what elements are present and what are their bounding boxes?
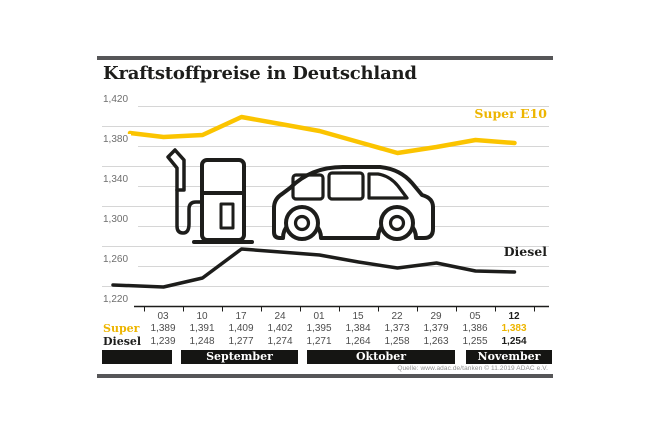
dieselrow-cell: 1,258 bbox=[384, 336, 410, 347]
y-axis-label: 1,340 bbox=[103, 174, 132, 186]
month-bar-spacer bbox=[102, 350, 172, 364]
source-credit: Quelle: www.adac.de/tanken © 11.2019 ADA… bbox=[397, 365, 548, 372]
daterow-cell: 15 bbox=[352, 311, 364, 322]
y-axis-label: 1,300 bbox=[103, 214, 132, 226]
superrow-cell: 1,384 bbox=[345, 323, 371, 334]
daterow-cell: 01 bbox=[313, 311, 325, 322]
car-icon bbox=[272, 165, 435, 241]
diesel-line bbox=[111, 247, 517, 289]
daterow-cell: 24 bbox=[274, 311, 286, 322]
diesel-line-label: Diesel bbox=[503, 244, 547, 259]
super-line bbox=[127, 114, 517, 156]
superrow-cell: 1,409 bbox=[228, 323, 254, 334]
dieselrow-cell: 1,254 bbox=[501, 336, 527, 347]
daterow-cell: 05 bbox=[469, 311, 481, 322]
dieselrow-cell: 1,274 bbox=[267, 336, 293, 347]
superrow-cell: 1,395 bbox=[306, 323, 332, 334]
dieselrow-cell: 1,248 bbox=[189, 336, 215, 347]
bottom-frame-bar bbox=[97, 374, 553, 378]
superrow-cell: 1,386 bbox=[462, 323, 488, 334]
superrow-cell: 1,373 bbox=[384, 323, 410, 334]
dieselrow-cell: 1,255 bbox=[462, 336, 488, 347]
month-bar-oktober: Oktober bbox=[307, 350, 455, 364]
y-axis-label: 1,420 bbox=[103, 94, 132, 106]
fuel-pump-icon bbox=[166, 148, 254, 244]
daterow-cell: 29 bbox=[430, 311, 442, 322]
superrow-cell: 1,389 bbox=[150, 323, 176, 334]
axis-ticks bbox=[144, 306, 535, 312]
daterow-cell: 03 bbox=[157, 311, 169, 322]
superrow-cell: 1,379 bbox=[423, 323, 449, 334]
top-frame-bar bbox=[97, 56, 553, 60]
month-bar-september: September bbox=[181, 350, 298, 364]
dieselrow-cell: 1,264 bbox=[345, 336, 371, 347]
dieselrow-cell: 1,271 bbox=[306, 336, 332, 347]
dieselrow-cell: 1,277 bbox=[228, 336, 254, 347]
y-axis-label: 1,380 bbox=[103, 134, 132, 146]
super-row-label: Super bbox=[103, 322, 140, 335]
month-bar-november: November bbox=[466, 350, 552, 364]
daterow-cell: 22 bbox=[391, 311, 403, 322]
chart-title: Kraftstoffpreise in Deutschland bbox=[103, 63, 417, 84]
superrow-cell: 1,402 bbox=[267, 323, 293, 334]
super-line-label: Super E10 bbox=[474, 106, 547, 121]
superrow-cell: 1,383 bbox=[501, 323, 527, 334]
daterow-cell: 17 bbox=[235, 311, 247, 322]
dieselrow-cell: 1,263 bbox=[423, 336, 449, 347]
superrow-cell: 1,391 bbox=[189, 323, 215, 334]
series-lines bbox=[111, 114, 517, 289]
dieselrow-cell: 1,239 bbox=[150, 336, 176, 347]
y-axis-label: 1,260 bbox=[103, 254, 132, 266]
infographic: Kraftstoffpreise in Deutschland 1,420 1,3… bbox=[97, 56, 553, 378]
daterow-cell: 12 bbox=[508, 311, 520, 322]
y-axis-label: 1,220 bbox=[103, 294, 132, 306]
daterow-cell: 10 bbox=[196, 311, 208, 322]
diesel-row-label: Diesel bbox=[103, 335, 142, 348]
chart-svg bbox=[102, 106, 549, 312]
